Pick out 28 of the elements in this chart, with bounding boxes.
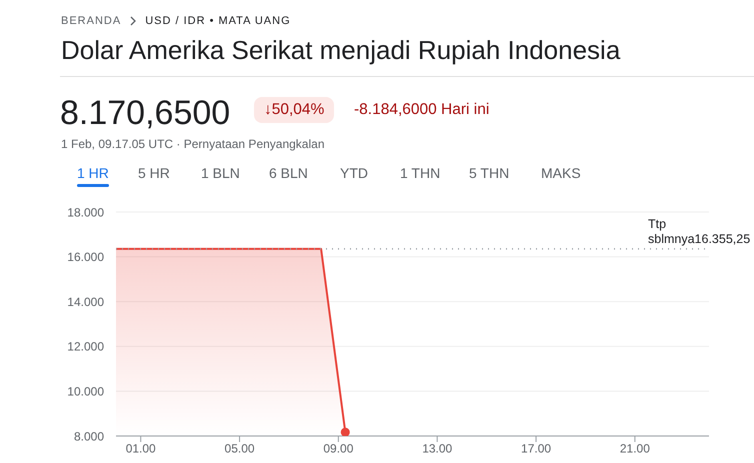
- chart-subtitle: 8.170,6500: [60, 94, 230, 133]
- text: -8.184,6000 Hari ini: [354, 101, 490, 119]
- text: 5 HR: [138, 165, 170, 181]
- x-tick-label: 09.00: [323, 442, 354, 456]
- y-tick-label: 10.000: [67, 384, 104, 398]
- text: BERANDA: [61, 15, 122, 27]
- y-tick-label: 18.000: [67, 205, 104, 220]
- text: YTD: [340, 165, 368, 181]
- x-tick-label: 01.00: [126, 442, 156, 456]
- text: MAKS: [541, 165, 581, 181]
- text: 5 THN: [469, 165, 510, 181]
- y-tick-label: 12.000: [67, 340, 104, 354]
- text: 6 BLN: [269, 165, 308, 181]
- text: 1 HR: [77, 165, 109, 183]
- text: 1 Feb, 09.17.05 UTC · Pernyataan Penyangkalan: [61, 137, 324, 151]
- x-tick-label: 17.00: [521, 442, 552, 456]
- y-tick-label: 16.000: [67, 250, 104, 264]
- text: 1 THN: [400, 165, 440, 181]
- y-tick-label: 8.000: [74, 429, 104, 444]
- text: ↓50,04%: [254, 97, 334, 123]
- x-tick-label: 13.00: [422, 442, 453, 456]
- ref-line-label: Ttp sblmnya16.355,25: [648, 216, 750, 246]
- x-tick-label: 05.00: [224, 442, 255, 456]
- text: USD / IDR • MATA UANG: [145, 15, 291, 27]
- x-tick-label: 21.00: [620, 442, 650, 456]
- text: 1 BLN: [201, 165, 240, 181]
- chart-title: Dolar Amerika Serikat menjadi Rupiah Indonesia: [61, 35, 620, 66]
- y-tick-label: 14.000: [67, 294, 104, 309]
